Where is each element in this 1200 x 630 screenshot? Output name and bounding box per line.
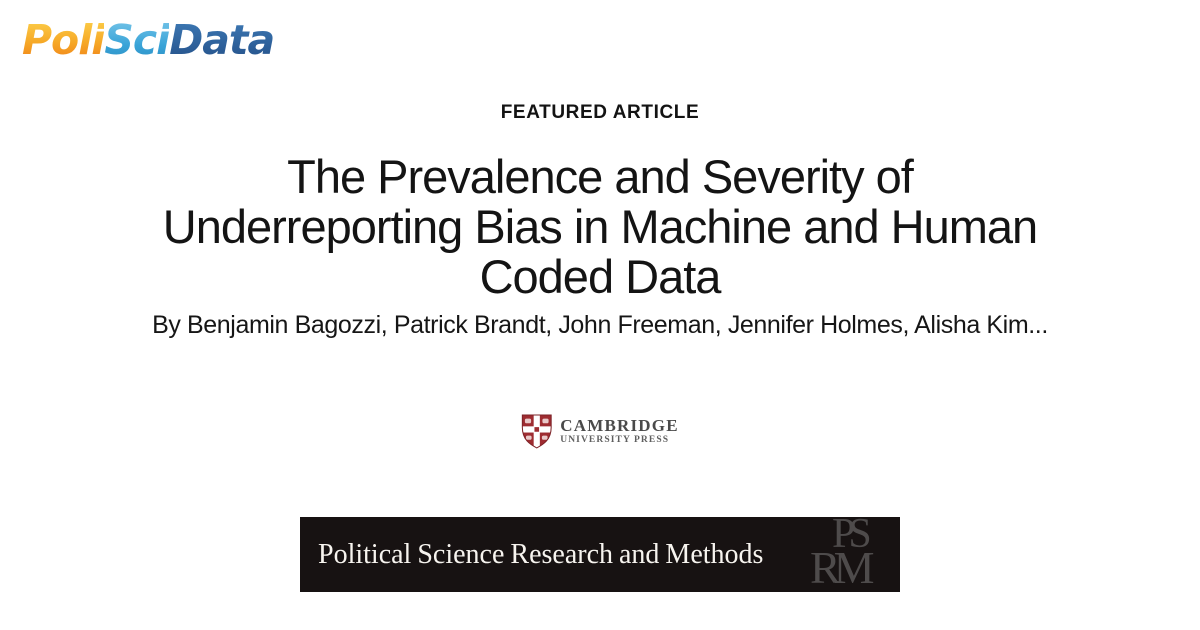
article-title-line-1: The Prevalence and Severity of [287, 150, 914, 203]
logo-part-data: Data [169, 16, 275, 64]
logo-part-poli: Poli [22, 16, 105, 64]
featured-article-kicker: FEATURED ARTICLE [500, 102, 700, 123]
polsci-data-logo[interactable]: PoliSciData [22, 14, 275, 66]
logo-part-sci: Sci [104, 16, 170, 64]
article-title-line-3: Coded Data [479, 250, 722, 303]
cambridge-name: CAMBRIDGE [560, 416, 679, 435]
psrm-monogram-bottom: RM [810, 542, 875, 592]
journal-banner: Political Science Research and Methods P… [300, 517, 900, 592]
article-byline: By Benjamin Bagozzi, Patrick Brandt, Joh… [152, 311, 1048, 339]
cambridge-shield-icon [521, 414, 552, 449]
article-title: The Prevalence and Severity of Underrepo… [40, 152, 1160, 302]
journal-title: Political Science Research and Methods [318, 538, 764, 570]
article-title-line-2: Underreporting Bias in Machine and Human [162, 200, 1038, 253]
cambridge-wordmark: CAMBRIDGE UNIVERSITY PRESS [560, 417, 678, 446]
cambridge-university-press-logo: CAMBRIDGE UNIVERSITY PRESS [521, 414, 678, 449]
psrm-monogram: PS RM [808, 517, 900, 592]
cambridge-subtitle: UNIVERSITY PRESS [560, 435, 670, 445]
